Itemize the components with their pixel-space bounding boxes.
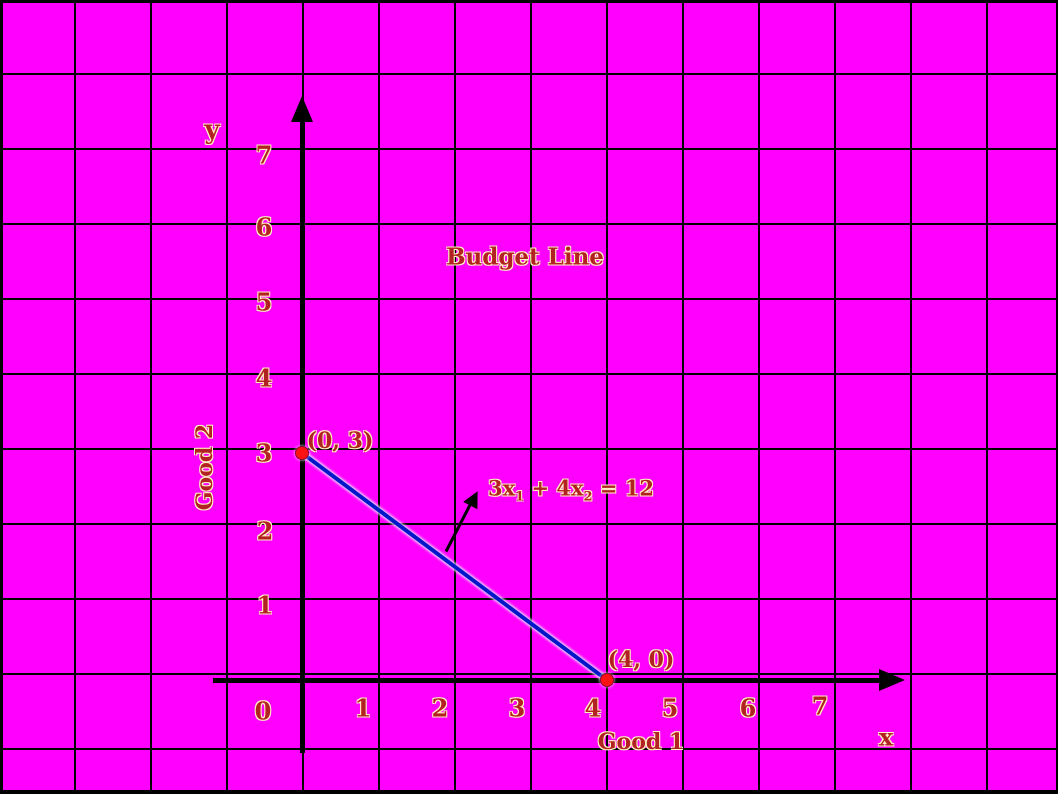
origin-tick-0: 0 (254, 696, 272, 726)
x-tick-1: 1 (354, 693, 372, 723)
x-tick-4: 4 (584, 693, 602, 723)
border-top (0, 0, 1058, 3)
y-tick-3: 3 (255, 438, 273, 468)
x-axis-arrow-icon (879, 669, 905, 691)
y-tick-5: 5 (255, 287, 273, 317)
x-axis-label: Good 1 (597, 729, 685, 755)
y-tick-4: 4 (255, 363, 273, 393)
y-tick-6: 6 (255, 212, 273, 242)
y-tick-7: 7 (255, 140, 273, 170)
y-axis-label: Good 2 (192, 423, 218, 511)
x-axis-letter: x (878, 722, 894, 752)
x-tick-7: 7 (811, 691, 829, 721)
equation-part2: + 4x (524, 475, 584, 501)
equation-subscript2: 2 (583, 489, 593, 505)
x-tick-6: 6 (739, 693, 757, 723)
x-tick-5: 5 (661, 693, 679, 723)
data-point-y-intercept (295, 446, 309, 460)
border-right (1056, 0, 1058, 794)
x-tick-3: 3 (508, 693, 526, 723)
point-label-x-intercept: (4, 0) (607, 647, 675, 673)
x-axis-line (213, 678, 879, 683)
chart-title: Budget Line (446, 243, 604, 271)
equation-subscript1: 1 (515, 489, 525, 505)
y-axis-letter: y (204, 115, 220, 145)
equation-part1: 3x (488, 475, 516, 501)
y-axis-arrow-icon (291, 96, 313, 122)
equation-label: 3x1 + 4x2 = 12 (488, 475, 654, 504)
y-tick-1: 1 (256, 590, 274, 620)
y-tick-2: 2 (256, 516, 274, 546)
y-axis-line (300, 108, 305, 753)
equation-part3: = 12 (592, 475, 655, 501)
point-label-y-intercept: (0, 3) (306, 428, 374, 454)
x-tick-2: 2 (431, 693, 449, 723)
border-left (0, 0, 3, 794)
border-bottom (0, 790, 1058, 794)
data-point-x-intercept (600, 673, 614, 687)
